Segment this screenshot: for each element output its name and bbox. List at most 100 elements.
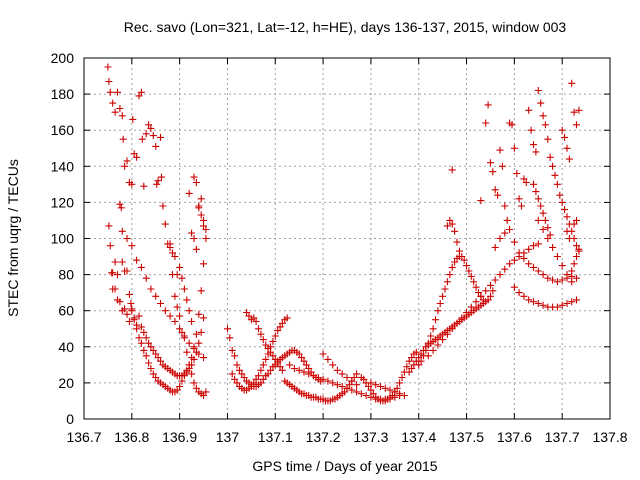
- data-point: [501, 202, 509, 210]
- data-point: [157, 357, 164, 365]
- data-point: [300, 368, 308, 376]
- data-point: [510, 238, 518, 246]
- data-point: [412, 348, 420, 356]
- data-point: [501, 265, 509, 273]
- x-tick-label: 136.7: [66, 429, 101, 445]
- data-point: [551, 171, 559, 179]
- data-point: [553, 180, 561, 188]
- data-point: [171, 292, 179, 300]
- data-point: [534, 195, 542, 203]
- data-point: [432, 316, 439, 324]
- data-point: [197, 211, 205, 219]
- data-point: [176, 312, 184, 320]
- data-point: [278, 366, 286, 374]
- data-point: [357, 390, 365, 398]
- data-point: [534, 87, 542, 94]
- data-point: [458, 253, 466, 260]
- x-tick-label: 137.8: [592, 429, 627, 445]
- data-point: [396, 390, 404, 398]
- data-point: [257, 379, 265, 387]
- data-point: [116, 200, 124, 208]
- data-point: [142, 334, 150, 342]
- data-point: [192, 245, 200, 253]
- data-point: [171, 318, 179, 325]
- data-point: [451, 258, 459, 266]
- data-point: [338, 370, 346, 378]
- data-point: [161, 307, 169, 315]
- data-point: [489, 168, 497, 176]
- data-point: [398, 374, 406, 381]
- data-point: [467, 303, 475, 311]
- data-point: [183, 348, 191, 356]
- data-point: [173, 271, 181, 279]
- data-point: [183, 368, 191, 376]
- data-point: [573, 242, 580, 250]
- data-point: [369, 390, 377, 398]
- data-point: [338, 383, 346, 390]
- data-point: [259, 361, 267, 369]
- data-point: [341, 388, 349, 396]
- data-point: [458, 314, 466, 322]
- data-point: [158, 173, 165, 181]
- data-point: [185, 339, 193, 347]
- data-point: [515, 249, 523, 257]
- data-point: [565, 235, 573, 242]
- data-point: [491, 276, 499, 284]
- data-point: [295, 350, 303, 358]
- data-point: [563, 300, 571, 307]
- data-point: [417, 357, 425, 365]
- data-point: [202, 235, 210, 242]
- data-point: [257, 366, 265, 374]
- data-point: [200, 392, 207, 399]
- data-point: [520, 292, 528, 300]
- data-point: [463, 262, 470, 270]
- data-point: [138, 135, 146, 143]
- data-point: [484, 101, 492, 109]
- data-point: [111, 285, 119, 293]
- data-point: [553, 253, 561, 260]
- data-point: [568, 298, 576, 306]
- data-point: [125, 291, 133, 298]
- data-point: [544, 235, 552, 242]
- data-point: [365, 383, 372, 390]
- y-tick-label: 200: [51, 50, 75, 66]
- data-point: [563, 144, 571, 152]
- data-point: [140, 346, 148, 354]
- data-point: [530, 263, 537, 271]
- data-point: [235, 366, 243, 374]
- y-tick-label: 0: [66, 411, 74, 427]
- data-point: [240, 374, 248, 381]
- data-point: [539, 112, 547, 120]
- data-point: [400, 392, 408, 399]
- data-point: [121, 162, 129, 170]
- data-point: [180, 285, 188, 293]
- data-point: [510, 144, 518, 152]
- data-point: [154, 177, 162, 185]
- grid-lines: [84, 58, 610, 419]
- data-point: [510, 283, 518, 291]
- data-point: [415, 361, 423, 369]
- data-point: [544, 135, 552, 143]
- data-point: [527, 126, 535, 134]
- data-point: [114, 271, 121, 279]
- data-point: [176, 383, 184, 390]
- data-point: [348, 386, 356, 394]
- data-point: [274, 327, 282, 335]
- data-point: [472, 283, 480, 291]
- data-point: [534, 216, 542, 224]
- data-point: [123, 310, 131, 318]
- data-point: [532, 188, 540, 196]
- data-point: [491, 186, 499, 194]
- data-point: [530, 298, 537, 306]
- data-point: [111, 108, 119, 116]
- data-point: [276, 363, 284, 371]
- data-point: [178, 328, 186, 336]
- data-point: [558, 198, 566, 206]
- data-point: [264, 345, 272, 353]
- data-point: [534, 240, 542, 248]
- y-tick-label: 20: [58, 375, 74, 391]
- data-point: [530, 180, 537, 188]
- data-point: [324, 355, 332, 363]
- data-point: [319, 350, 327, 358]
